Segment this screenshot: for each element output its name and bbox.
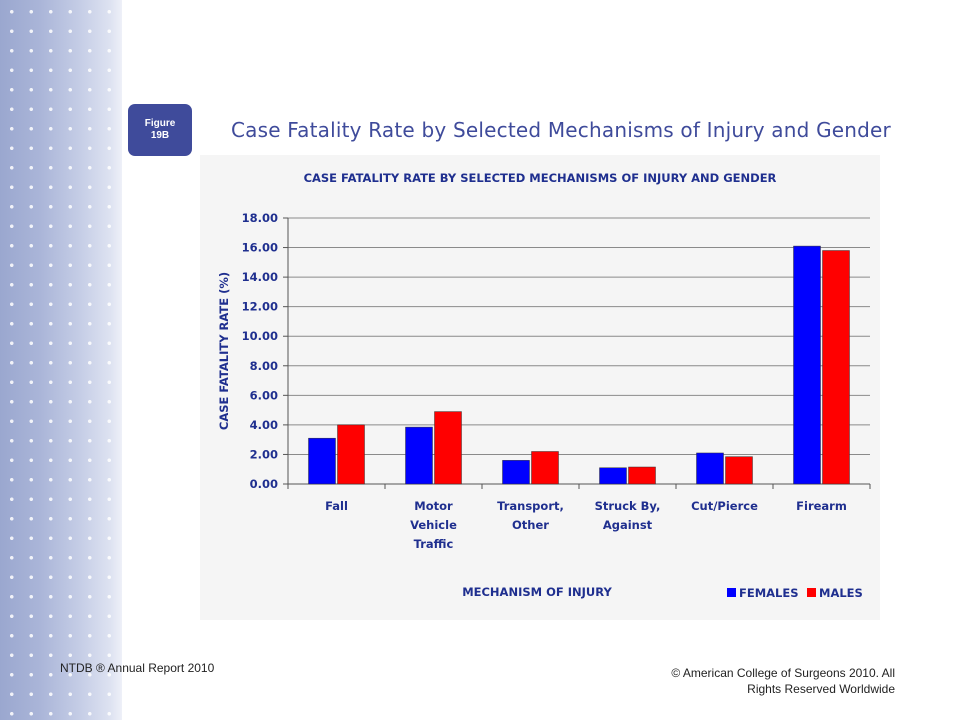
x-category-label: Transport, (497, 499, 564, 513)
x-category-label: Other (512, 518, 549, 532)
slide-title: Case Fatality Rate by Selected Mechanism… (231, 118, 891, 142)
bar-females (502, 460, 530, 485)
legend-swatch-males (807, 588, 816, 597)
footer-copyright: © American College of Surgeons 2010. All… (640, 665, 895, 697)
bar-males (337, 424, 365, 485)
bar-males (434, 411, 462, 485)
figure-badge-label: Figure (144, 118, 176, 129)
bar-females (405, 426, 433, 485)
x-category-label: Fall (325, 499, 348, 513)
y-axis-title: CASE FATALITY RATE (%) (217, 272, 231, 430)
x-category-label: Motor (414, 499, 453, 513)
copyright-line-1: © American College of Surgeons 2010. All (671, 666, 895, 680)
x-category-label: Vehicle (410, 518, 457, 532)
x-axis-title: MECHANISM OF INJURY (462, 585, 612, 599)
copyright-line-2: Rights Reserved Worldwide (747, 682, 895, 696)
x-category-label: Against (603, 518, 653, 532)
bar-females (696, 452, 724, 485)
y-tick-label: 12.00 (242, 300, 278, 314)
y-tick-label: 6.00 (250, 388, 278, 402)
bar-males (628, 466, 656, 485)
chart-title: CASE FATALITY RATE BY SELECTED MECHANISM… (304, 171, 777, 185)
y-tick-label: 0.00 (250, 477, 278, 491)
y-tick-label: 8.00 (250, 359, 278, 373)
legend-swatch-females (727, 588, 736, 597)
bar-males (725, 456, 753, 485)
bar-females (599, 467, 627, 485)
y-tick-label: 4.00 (250, 418, 278, 432)
bar-females (308, 437, 336, 485)
y-tick-label: 10.00 (242, 329, 278, 343)
figure-badge: Figure 19B (128, 104, 192, 156)
x-category-label: Traffic (414, 537, 454, 551)
bar-males (822, 250, 850, 485)
y-tick-label: 2.00 (250, 447, 278, 461)
legend-label-females: FEMALES (739, 586, 799, 600)
y-tick-label: 16.00 (242, 241, 278, 255)
x-category-label: Firearm (796, 499, 847, 513)
x-category-label: Cut/Pierce (691, 499, 758, 513)
decorative-dot-pattern (0, 0, 122, 720)
footer-report-name: NTDB ® Annual Report 2010 (60, 661, 215, 675)
figure-badge-number: 19B (150, 130, 170, 141)
bar-females (793, 245, 821, 485)
bar-chart: CASE FATALITY RATE BY SELECTED MECHANISM… (217, 171, 871, 600)
chart-panel: CASE FATALITY RATE BY SELECTED MECHANISM… (200, 155, 880, 620)
y-tick-label: 14.00 (242, 270, 278, 284)
x-category-label: Struck By, (595, 499, 661, 513)
bar-males (531, 451, 559, 485)
y-tick-label: 18.00 (242, 211, 278, 225)
legend-label-males: MALES (819, 586, 863, 600)
